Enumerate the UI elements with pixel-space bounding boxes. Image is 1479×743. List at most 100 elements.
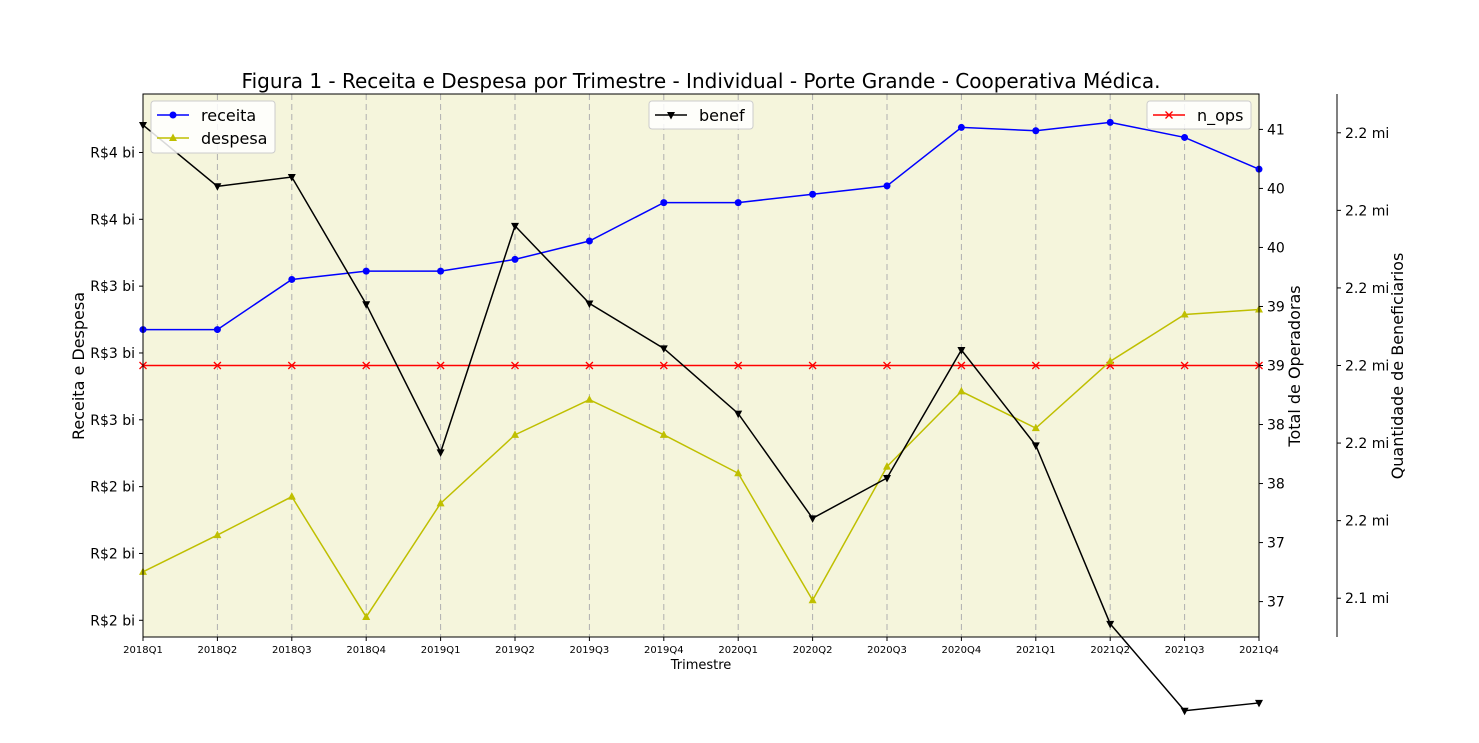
x-tick-label: 2020Q1 <box>718 645 758 656</box>
marker-despesa <box>957 386 966 395</box>
marker-despesa <box>362 612 371 620</box>
marker-n_ops <box>511 361 519 370</box>
marker-despesa <box>734 468 743 477</box>
right-tick-label: 40 <box>1267 240 1285 256</box>
x-tick-label: 2020Q3 <box>867 645 907 656</box>
legend-marker-receita <box>169 111 177 119</box>
right-axis-label: Total de Operadoras <box>1285 285 1304 447</box>
legend-box <box>1146 100 1252 130</box>
marker-despesa <box>659 430 668 438</box>
legend-box <box>150 100 276 154</box>
marker-benef <box>808 515 817 523</box>
marker-despesa <box>1106 356 1115 365</box>
series-line-receita <box>143 121 1260 331</box>
marker-receita <box>957 123 965 131</box>
legend-box <box>648 100 754 130</box>
x-axis-label: Trimestre <box>670 658 732 673</box>
marker-despesa <box>436 498 445 507</box>
marker-benef <box>585 300 594 308</box>
x-ticks: 2018Q1 2018Q2 2018Q3 2018Q4 2019Q1 2019Q2 2019… <box>123 637 1279 656</box>
marker-benef <box>1255 699 1263 708</box>
marker-benef <box>659 345 668 353</box>
marker-n_ops <box>585 361 594 370</box>
benef-tick-label: 2.2 mi <box>1345 514 1389 530</box>
series-lines <box>142 121 1260 712</box>
marker-benef <box>734 410 743 419</box>
left-tick-label: R$3 bi <box>90 413 135 429</box>
marker-receita <box>1032 127 1040 135</box>
marker-n_ops <box>287 361 296 370</box>
marker-benef <box>883 474 891 483</box>
x-tick-label: 2019Q3 <box>570 645 610 656</box>
marker-despesa <box>1031 423 1040 432</box>
marker-benef <box>957 346 966 355</box>
marker-receita <box>213 326 221 334</box>
marker-receita <box>585 237 593 245</box>
x-tick-label: 2020Q4 <box>942 645 982 656</box>
marker-receita <box>288 275 296 283</box>
marker-receita <box>660 199 668 207</box>
marker-receita <box>809 190 817 198</box>
right-tick-label: 38 <box>1267 418 1285 434</box>
x-tick-label: 2021Q4 <box>1239 645 1279 656</box>
benef-tick-label: 2.2 mi <box>1345 436 1389 452</box>
marker-receita <box>883 182 891 190</box>
marker-receita <box>1106 118 1114 126</box>
marker-despesa <box>808 595 817 604</box>
marker-benef <box>436 449 445 457</box>
x-tick-label: 2018Q2 <box>198 645 238 656</box>
chart-title: Figura 1 - Receita e Despesa por Trimest… <box>242 69 1161 93</box>
marker-despesa <box>287 492 296 500</box>
marker-n_ops <box>1031 361 1040 370</box>
benef-tick-label: 2.2 mi <box>1345 359 1389 375</box>
marker-benef <box>362 301 371 309</box>
x-tick-label: 2019Q2 <box>495 645 535 656</box>
left-tick-label: R$3 bi <box>90 346 135 362</box>
marker-benef <box>1031 442 1040 450</box>
right-tick-label: 37 <box>1267 595 1285 611</box>
marker-receita <box>362 267 370 275</box>
right-tick-label: 39 <box>1267 359 1285 375</box>
marker-despesa <box>1180 310 1189 318</box>
marker-receita <box>734 199 742 207</box>
x-tick-label: 2019Q4 <box>644 645 684 656</box>
right-tick-label: 39 <box>1267 299 1285 315</box>
right-tick-label: 38 <box>1267 477 1285 493</box>
left-tick-label: R$2 bi <box>90 546 135 562</box>
marker-receita <box>437 267 445 275</box>
marker-n_ops <box>362 361 371 370</box>
x-tick-label: 2018Q1 <box>123 645 163 656</box>
legend-label-receita: receita <box>201 106 256 125</box>
marker-benef <box>511 222 519 231</box>
legend-label-n_ops: n_ops <box>1197 106 1243 126</box>
legend-marker-despesa <box>169 133 177 141</box>
marker-despesa <box>511 430 519 438</box>
left-axis-label: Receita e Despesa <box>69 292 88 440</box>
right-tick-label: 40 <box>1267 181 1285 197</box>
marker-benef <box>287 174 296 182</box>
marker-receita <box>511 255 519 263</box>
right-ticks: 37 37 38 38 39 39 40 40 41 <box>1259 122 1285 611</box>
marker-n_ops <box>659 361 668 370</box>
legend-marker-benef <box>667 112 675 120</box>
series-line-benef <box>142 124 1260 712</box>
benef-tick-label: 2.2 mi <box>1345 126 1389 142</box>
right-tick-label: 41 <box>1267 122 1285 138</box>
x-tick-label: 2021Q3 <box>1165 645 1205 656</box>
marker-n_ops <box>213 361 222 370</box>
benef-axis-label: Quantidade de Beneficiarios <box>1388 253 1407 480</box>
marker-n_ops <box>734 361 743 370</box>
marker-despesa <box>585 395 594 403</box>
legend-marker-n_ops <box>1165 111 1173 119</box>
benef-tick-label: 2.2 mi <box>1345 281 1389 297</box>
benef-tick-label: 2.2 mi <box>1345 203 1389 219</box>
legend-label-benef: benef <box>699 106 745 125</box>
series-line-despesa <box>142 308 1260 619</box>
left-tick-label: R$4 bi <box>90 212 135 228</box>
x-tick-label: 2019Q1 <box>421 645 461 656</box>
left-tick-label: R$2 bi <box>90 480 135 496</box>
x-tick-label: 2021Q1 <box>1016 645 1056 656</box>
marker-n_ops <box>436 361 445 370</box>
x-tick-label: 2018Q4 <box>346 645 386 656</box>
